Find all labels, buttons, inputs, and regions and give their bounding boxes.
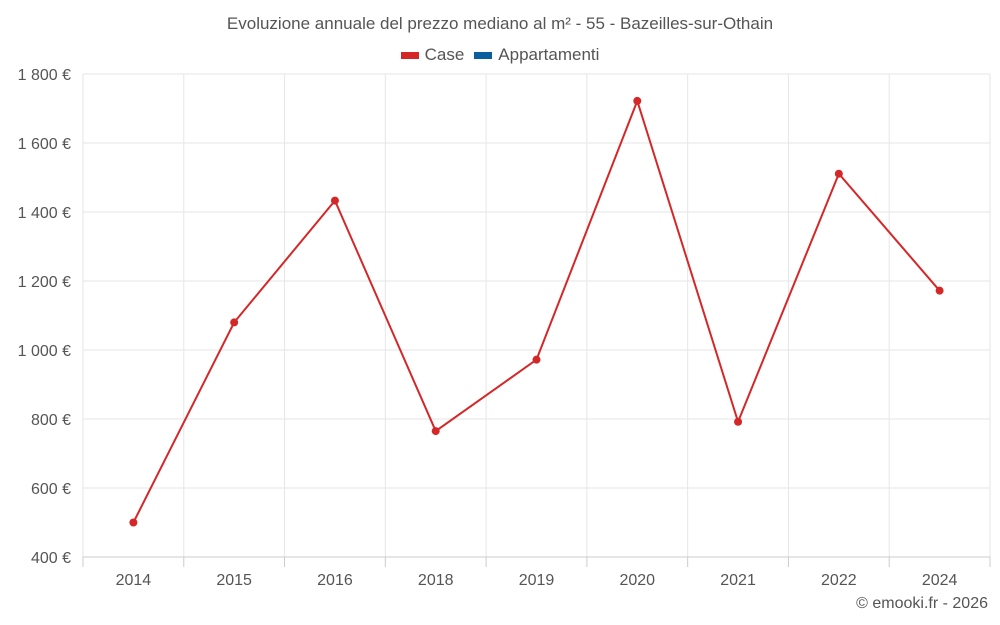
legend: Case Appartamenti xyxy=(0,45,1000,65)
legend-label-case: Case xyxy=(424,45,465,64)
legend-label-appartamenti: Appartamenti xyxy=(498,45,600,64)
data-point-case xyxy=(834,169,843,178)
x-tick-label: 2020 xyxy=(619,572,655,589)
x-tick-label: 2024 xyxy=(922,572,958,589)
y-tick-label: 800 € xyxy=(31,412,71,429)
x-tick-label: 2022 xyxy=(821,572,857,589)
credits: © emooki.fr - 2026 xyxy=(856,595,988,612)
y-tick-label: 400 € xyxy=(31,550,71,567)
data-point-case xyxy=(734,417,743,426)
x-tick-label: 2021 xyxy=(720,572,756,589)
x-tick-label: 2019 xyxy=(519,572,555,589)
legend-swatch-case xyxy=(400,51,419,59)
data-point-case xyxy=(129,518,138,527)
legend-item-case[interactable]: Case xyxy=(400,45,465,65)
chart-title: Evoluzione annuale del prezzo mediano al… xyxy=(226,14,774,33)
data-point-case xyxy=(230,318,239,327)
data-point-case xyxy=(532,355,541,364)
y-tick-label: 1 800 € xyxy=(18,67,71,84)
legend-item-appartamenti[interactable]: Appartamenti xyxy=(474,45,599,65)
data-point-case xyxy=(330,196,339,205)
y-tick-label: 1 000 € xyxy=(18,343,71,360)
data-point-case xyxy=(935,286,944,295)
y-tick-label: 1 200 € xyxy=(18,274,71,291)
data-point-case xyxy=(633,96,642,105)
x-tick-label: 2015 xyxy=(216,572,252,589)
y-tick-label: 1 600 € xyxy=(18,136,71,153)
y-tick-label: 1 400 € xyxy=(18,205,71,222)
series-line-case xyxy=(132,97,941,523)
x-tick-label: 2018 xyxy=(418,572,454,589)
x-tick-label: 2014 xyxy=(116,572,152,589)
x-tick-label: 2016 xyxy=(317,572,353,589)
legend-swatch-appartamenti xyxy=(474,51,493,59)
data-point-case xyxy=(431,427,440,436)
y-tick-label: 600 € xyxy=(31,481,71,498)
